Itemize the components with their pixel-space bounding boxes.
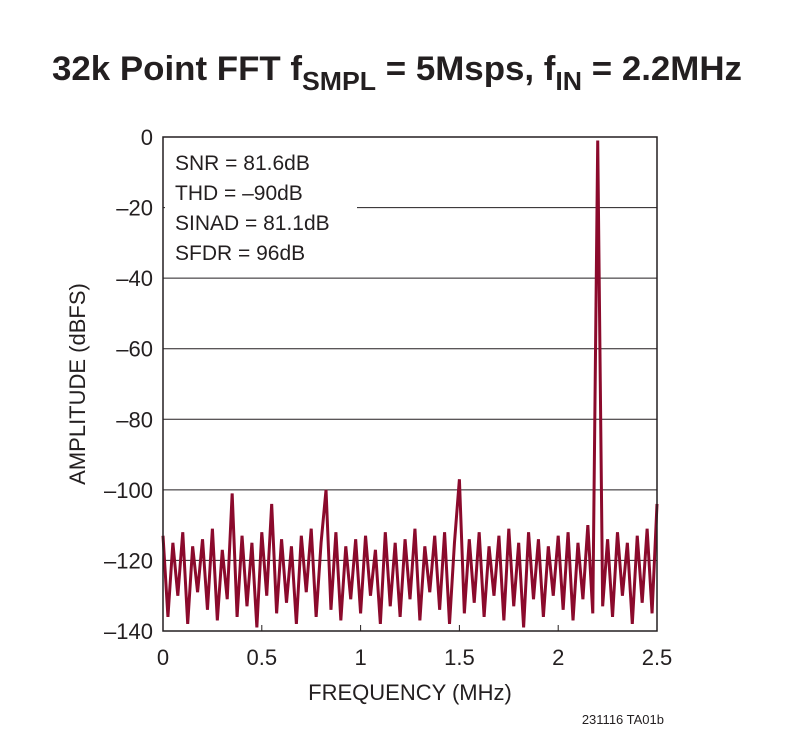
y-tick-label: –40	[116, 266, 153, 291]
x-tick-label: 1.5	[444, 645, 475, 670]
x-tick-label: 0	[157, 645, 169, 670]
spectrum-line	[161, 140, 659, 628]
annotation: SINAD = 81.1dB	[175, 212, 330, 235]
y-tick-label: –80	[116, 407, 153, 432]
x-tick-label: 0.5	[247, 645, 278, 670]
title-part: = 2.2MHz	[582, 50, 742, 88]
chart-title: 32k Point FFT f SMPL = 5Msps, f IN = 2.2MH…	[52, 50, 742, 96]
x-tick-label: 2	[552, 645, 564, 670]
title-part: = 5Msps, f	[376, 50, 556, 88]
y-tick-label: –20	[116, 196, 153, 221]
title-sub: SMPL	[302, 66, 376, 96]
y-tick-label: –140	[104, 619, 153, 644]
annotation-box	[165, 140, 357, 268]
x-tick-label: 1	[354, 645, 366, 670]
annotation: SNR = 81.6dB	[175, 152, 310, 175]
x-axis-label: FREQUENCY (MHz)	[308, 680, 512, 705]
title-part: 32k Point FFT f	[52, 50, 303, 88]
y-tick-label: –120	[104, 548, 153, 573]
y-tick-label: 0	[141, 125, 153, 150]
y-tick-label: –100	[104, 478, 153, 503]
x-tick-label: 2.5	[642, 645, 673, 670]
y-axis-label: AMPLITUDE (dBFS)	[65, 283, 90, 485]
y-tick-label: –60	[116, 337, 153, 362]
annotation: THD = –90dB	[175, 182, 303, 205]
annotation: SFDR = 96dB	[175, 242, 305, 265]
footnote: 231116 TA01b	[582, 712, 664, 727]
plot-frame	[162, 136, 658, 632]
title-sub: IN	[555, 66, 582, 96]
